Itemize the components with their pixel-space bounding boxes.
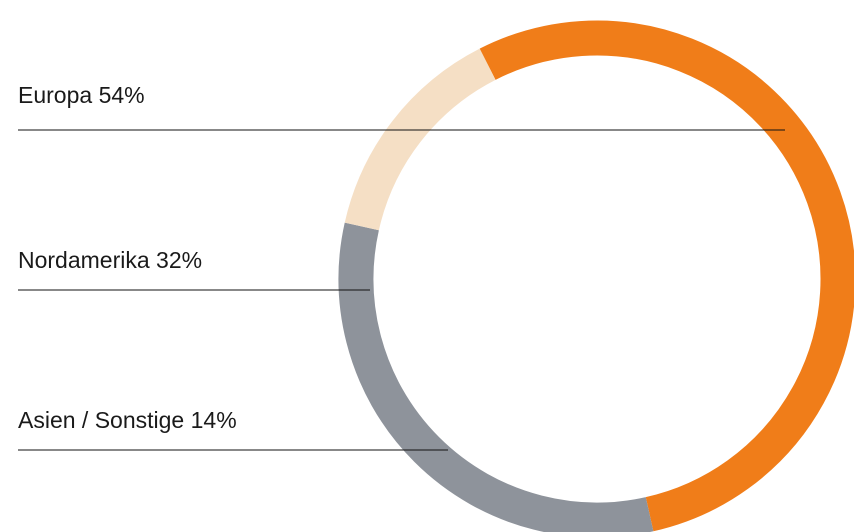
donut-segment [344, 48, 496, 231]
donut-segment [479, 20, 854, 532]
segment-label: Asien / Sonstige 14% [18, 407, 237, 433]
value-label: 54% [99, 82, 145, 108]
category-name: Europa [18, 82, 92, 108]
value-label: 14% [191, 407, 237, 433]
category-name: Nordamerika [18, 247, 150, 273]
segment-label: Nordamerika 32% [18, 247, 202, 273]
segment-label: Europa 54% [18, 82, 145, 108]
category-name: Asien / Sonstige [18, 407, 184, 433]
donut-segment [338, 222, 654, 532]
value-label: 32% [156, 247, 202, 273]
